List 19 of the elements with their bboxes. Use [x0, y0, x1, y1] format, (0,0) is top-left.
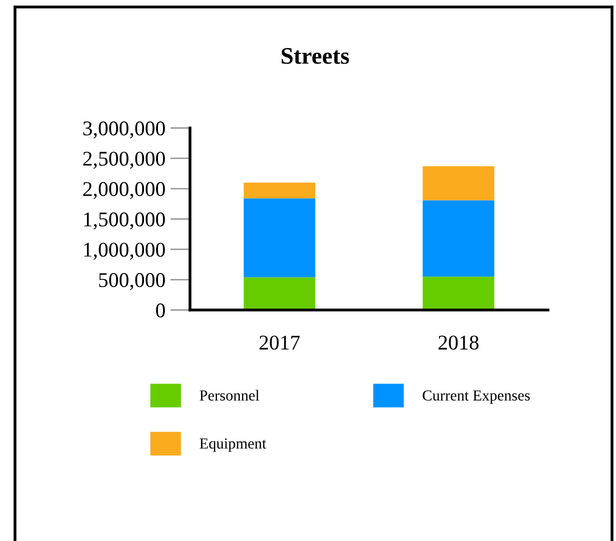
- y-tick-label: 0: [156, 303, 165, 318]
- y-tick-label: 500,000: [99, 273, 165, 290]
- bar: [244, 198, 316, 278]
- bar: [244, 277, 316, 310]
- y-tick-label: 1,500,000: [84, 212, 165, 230]
- y-tick-label: 3,000,000: [83, 121, 165, 138]
- legend-label: Equipment: [200, 438, 266, 452]
- bar: [422, 200, 494, 277]
- y-tick-label: 1,000,000: [84, 242, 165, 260]
- bar: [422, 276, 494, 310]
- legend-label: Current Expenses: [422, 390, 530, 404]
- y-tick-label: 2,500,000: [83, 152, 165, 169]
- x-tick-label: 2018: [438, 336, 479, 350]
- chart-title: Streets: [282, 48, 349, 64]
- legend-label: Personnel: [200, 390, 260, 401]
- bar: [244, 182, 316, 198]
- bar: [422, 166, 494, 200]
- x-tick-label: 2017: [260, 336, 300, 350]
- y-tick-label: 2,000,000: [83, 182, 165, 200]
